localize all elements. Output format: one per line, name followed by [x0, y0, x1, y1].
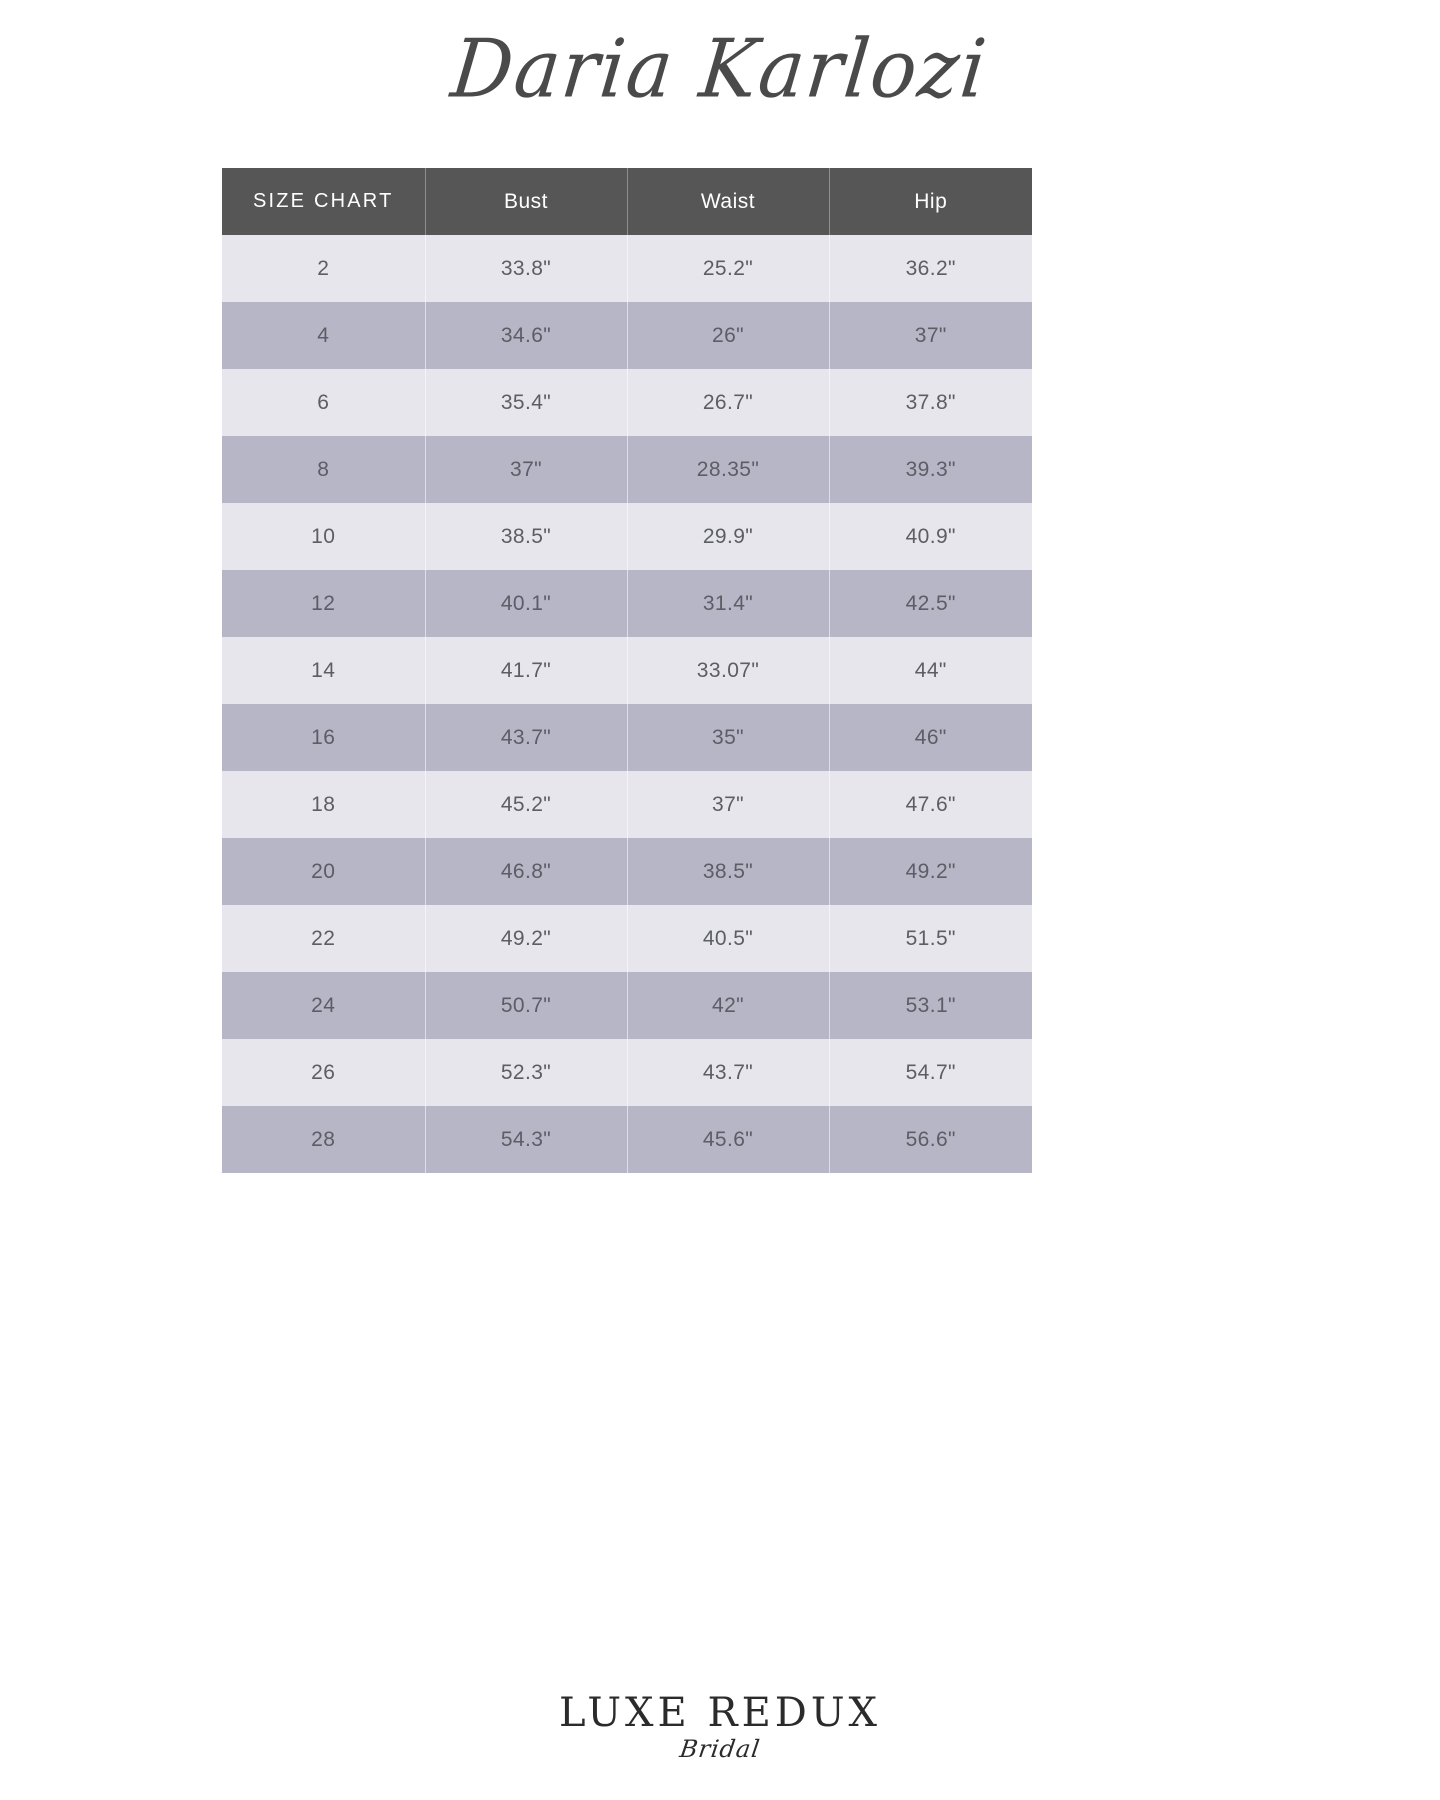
cell-hip: 40.9" [829, 503, 1032, 570]
cell-hip: 37.8" [829, 369, 1032, 436]
cell-hip: 54.7" [829, 1039, 1032, 1106]
cell-hip: 46" [829, 704, 1032, 771]
cell-waist: 28.35" [627, 436, 830, 503]
cell-hip: 37" [829, 302, 1032, 369]
cell-size: 20 [222, 838, 426, 905]
cell-hip: 36.2" [829, 235, 1032, 302]
column-header-hip: Hip [829, 168, 1032, 235]
footer-logo-secondary: Bridal [677, 1735, 763, 1763]
cell-hip: 51.5" [829, 905, 1032, 972]
cell-hip: 56.6" [829, 1106, 1032, 1173]
cell-bust: 41.7" [425, 637, 628, 704]
brand-title-container: Daria Karlozi [0, 14, 1440, 124]
cell-waist: 45.6" [627, 1106, 830, 1173]
cell-size: 12 [222, 570, 426, 637]
cell-waist: 25.2" [627, 235, 830, 302]
cell-size: 28 [222, 1106, 426, 1173]
table-row: 10 38.5" 29.9" 40.9" [222, 503, 1032, 570]
table-header: SIZE CHART Bust Waist Hip [222, 168, 1032, 235]
cell-size: 26 [222, 1039, 426, 1106]
cell-bust: 40.1" [425, 570, 628, 637]
cell-hip: 47.6" [829, 771, 1032, 838]
brand-title: Daria Karlozi [447, 21, 993, 116]
cell-waist: 43.7" [627, 1039, 830, 1106]
cell-hip: 53.1" [829, 972, 1032, 1039]
cell-bust: 37" [425, 436, 628, 503]
cell-bust: 33.8" [425, 235, 628, 302]
cell-waist: 42" [627, 972, 830, 1039]
cell-size: 8 [222, 436, 426, 503]
table-header-row: SIZE CHART Bust Waist Hip [222, 168, 1032, 235]
cell-bust: 43.7" [425, 704, 628, 771]
table-row: 6 35.4" 26.7" 37.8" [222, 369, 1032, 436]
table-row: 2 33.8" 25.2" 36.2" [222, 235, 1032, 302]
table-body: 2 33.8" 25.2" 36.2" 4 34.6" 26" 37" 6 35… [222, 235, 1032, 1173]
cell-size: 24 [222, 972, 426, 1039]
table-row: 4 34.6" 26" 37" [222, 302, 1032, 369]
size-chart-table: SIZE CHART Bust Waist Hip 2 33.8" 25.2" … [222, 168, 1032, 1173]
table-row: 8 37" 28.35" 39.3" [222, 436, 1032, 503]
cell-bust: 46.8" [425, 838, 628, 905]
cell-waist: 29.9" [627, 503, 830, 570]
column-header-bust: Bust [425, 168, 628, 235]
column-header-size: SIZE CHART [222, 168, 426, 235]
cell-hip: 49.2" [829, 838, 1032, 905]
table-row: 16 43.7" 35" 46" [222, 704, 1032, 771]
cell-hip: 42.5" [829, 570, 1032, 637]
table-row: 22 49.2" 40.5" 51.5" [222, 905, 1032, 972]
cell-size: 2 [222, 235, 426, 302]
cell-bust: 34.6" [425, 302, 628, 369]
cell-size: 16 [222, 704, 426, 771]
cell-bust: 49.2" [425, 905, 628, 972]
table-row: 26 52.3" 43.7" 54.7" [222, 1039, 1032, 1106]
cell-hip: 44" [829, 637, 1032, 704]
cell-bust: 38.5" [425, 503, 628, 570]
cell-bust: 50.7" [425, 972, 628, 1039]
table-row: 18 45.2" 37" 47.6" [222, 771, 1032, 838]
cell-size: 18 [222, 771, 426, 838]
cell-size: 4 [222, 302, 426, 369]
cell-waist: 26" [627, 302, 830, 369]
table-row: 24 50.7" 42" 53.1" [222, 972, 1032, 1039]
cell-size: 10 [222, 503, 426, 570]
cell-waist: 31.4" [627, 570, 830, 637]
cell-size: 6 [222, 369, 426, 436]
cell-size: 14 [222, 637, 426, 704]
cell-bust: 35.4" [425, 369, 628, 436]
cell-hip: 39.3" [829, 436, 1032, 503]
cell-waist: 38.5" [627, 838, 830, 905]
cell-bust: 54.3" [425, 1106, 628, 1173]
cell-waist: 37" [627, 771, 830, 838]
table-row: 14 41.7" 33.07" 44" [222, 637, 1032, 704]
cell-waist: 35" [627, 704, 830, 771]
table-row: 12 40.1" 31.4" 42.5" [222, 570, 1032, 637]
cell-size: 22 [222, 905, 426, 972]
cell-waist: 26.7" [627, 369, 830, 436]
footer-logo-primary: LUXE REDUX [558, 1690, 882, 1736]
cell-waist: 40.5" [627, 905, 830, 972]
footer-logo: LUXE REDUX Bridal [0, 1690, 1440, 1764]
column-header-waist: Waist [627, 168, 830, 235]
cell-bust: 52.3" [425, 1039, 628, 1106]
cell-bust: 45.2" [425, 771, 628, 838]
cell-waist: 33.07" [627, 637, 830, 704]
table-row: 28 54.3" 45.6" 56.6" [222, 1106, 1032, 1173]
table-row: 20 46.8" 38.5" 49.2" [222, 838, 1032, 905]
